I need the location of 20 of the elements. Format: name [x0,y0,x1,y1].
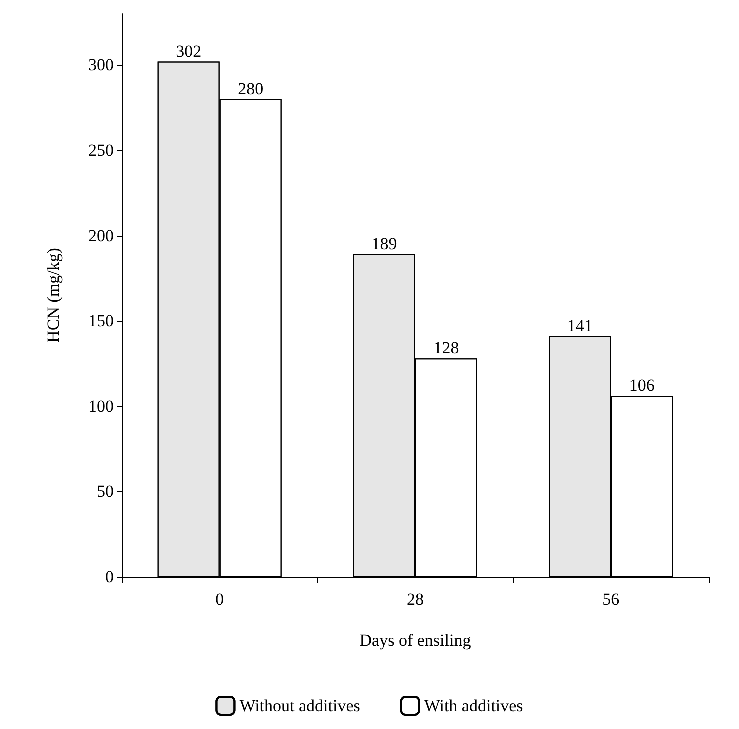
y-tick-label: 300 [88,56,114,75]
x-tick-label: 28 [407,590,424,609]
data-label: 141 [567,316,593,336]
data-label: 189 [372,234,398,254]
x-tick-label: 0 [216,590,224,609]
y-tick-label: 50 [97,482,114,502]
y-axis-title: HCN (mg/kg) [44,248,63,343]
x-tick-label: 56 [602,590,620,609]
y-tick-label: 0 [106,568,114,586]
y-tick-label: 250 [88,140,114,160]
legend-label: With additives [424,696,524,716]
x-axis-title: Days of ensiling [360,631,472,650]
y-tick-label: 200 [88,226,114,246]
y-tick-label: 150 [88,312,114,331]
data-label: 106 [629,376,655,396]
y-tick-label: 100 [88,396,114,416]
data-label: 128 [434,338,460,358]
legend-label: Without additives [240,696,360,716]
data-label: 280 [238,79,264,98]
data-label: 302 [176,42,202,61]
